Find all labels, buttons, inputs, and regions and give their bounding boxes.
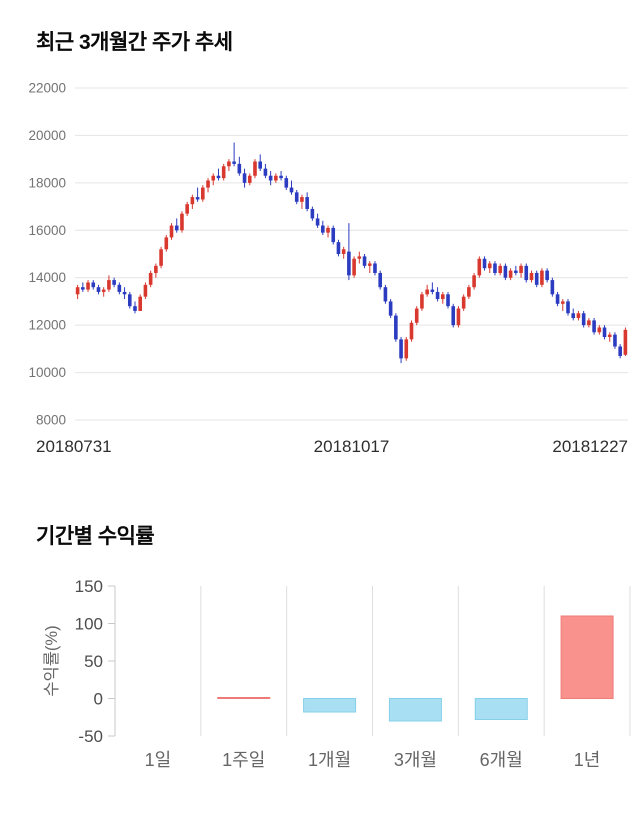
svg-text:14000: 14000 — [28, 270, 66, 285]
svg-text:1년: 1년 — [574, 750, 601, 770]
svg-text:50: 50 — [84, 652, 103, 671]
svg-text:1개월: 1개월 — [308, 750, 351, 770]
svg-text:100: 100 — [75, 615, 103, 634]
svg-text:1주일: 1주일 — [222, 750, 265, 770]
svg-text:16000: 16000 — [28, 223, 66, 238]
returns-bar-chart: 150 100 50 0 -50 1일 1주일 1개월 3개월 6개월 1년 수익률(%) — [42, 577, 631, 770]
svg-text:3개월: 3개월 — [394, 750, 437, 770]
svg-text:수익률(%): 수익률(%) — [42, 625, 61, 696]
svg-text:10000: 10000 — [28, 365, 66, 380]
section-title-period-returns: 기간별 수익률 — [36, 525, 155, 548]
svg-text:150: 150 — [75, 577, 103, 596]
svg-text:20180731: 20180731 — [36, 437, 112, 456]
svg-text:20000: 20000 — [28, 128, 66, 143]
svg-text:22000: 22000 — [28, 81, 66, 96]
stock-summary-page: 최근 3개월간 주가 추세 8000 10000 12000 14000 16000 18… — [0, 30, 640, 840]
svg-text:1일: 1일 — [145, 750, 172, 770]
svg-text:20181017: 20181017 — [314, 437, 390, 456]
svg-text:6개월: 6개월 — [480, 750, 523, 770]
candlestick-chart: 8000 10000 12000 14000 16000 18000 20000 22000 2… — [28, 81, 628, 456]
section-title-price-trend: 최근 3개월간 주가 추세 — [36, 31, 233, 54]
svg-text:20181227: 20181227 — [552, 437, 628, 456]
svg-text:0: 0 — [94, 690, 103, 709]
svg-text:-50: -50 — [78, 727, 103, 746]
svg-text:12000: 12000 — [28, 318, 66, 333]
svg-text:18000: 18000 — [28, 175, 66, 190]
svg-text:8000: 8000 — [36, 413, 66, 428]
